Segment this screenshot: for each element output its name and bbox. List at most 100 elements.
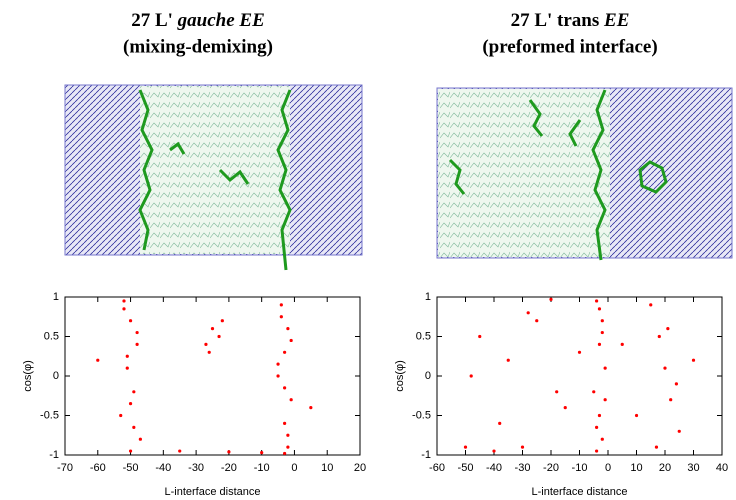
x-axis-label: L-interface distance	[532, 486, 628, 498]
point	[535, 319, 539, 323]
x-tick-label: 10	[321, 462, 333, 474]
point	[210, 327, 215, 331]
x-tick-label: -60	[429, 462, 445, 474]
y-tick-label: -1	[49, 449, 59, 461]
point	[520, 445, 525, 449]
title-italic: gauche EE	[177, 10, 265, 31]
point	[220, 319, 224, 323]
y-axis-label: cos(φ)	[22, 360, 34, 392]
x-tick-label: -10	[254, 462, 270, 474]
x-tick-label: -20	[543, 462, 559, 474]
point	[260, 451, 264, 455]
point	[597, 413, 602, 418]
y-tick-label: -0.5	[412, 409, 431, 421]
point	[128, 402, 133, 406]
y-tick-label: 0	[53, 370, 59, 382]
x-tick-label: -50	[123, 462, 139, 474]
x-tick-label: 20	[354, 462, 366, 474]
point	[119, 413, 123, 418]
point	[279, 303, 283, 307]
point	[122, 307, 126, 311]
point	[600, 319, 604, 323]
y-tick-label: 0.5	[416, 330, 431, 342]
title-text: 27 L'	[131, 10, 173, 31]
point	[289, 338, 293, 343]
point	[96, 358, 100, 362]
x-tick-label: -40	[155, 462, 171, 474]
point	[283, 421, 287, 425]
point	[600, 330, 604, 335]
point	[128, 449, 133, 453]
panel-subtitle: (mixing-demixing)	[123, 36, 273, 57]
point	[309, 406, 313, 410]
point	[128, 319, 133, 323]
x-tick-label: -40	[486, 462, 502, 474]
x-tick-label: -70	[57, 462, 73, 474]
y-tick-label: 1	[425, 291, 431, 303]
point	[132, 390, 136, 394]
y-tick-label: -1	[421, 449, 431, 461]
point	[138, 437, 142, 441]
point	[603, 398, 607, 402]
y-tick-label: 1	[53, 291, 59, 303]
point	[469, 374, 473, 378]
x-tick-label: -20	[221, 462, 237, 474]
x-tick-label: -50	[458, 462, 474, 474]
point	[125, 366, 129, 370]
point	[549, 297, 553, 301]
title-text: 27 L' trans	[511, 10, 600, 31]
point	[283, 451, 287, 456]
point	[526, 311, 530, 315]
point	[276, 362, 280, 366]
point	[563, 406, 567, 410]
point	[634, 413, 639, 418]
point	[600, 437, 604, 441]
point	[597, 342, 602, 346]
point	[122, 299, 126, 303]
point	[135, 342, 139, 346]
y-tick-label: -0.5	[40, 409, 59, 421]
x-tick-label: 30	[687, 462, 699, 474]
point	[592, 390, 596, 394]
point	[286, 433, 290, 437]
point	[674, 382, 679, 386]
point	[595, 449, 599, 453]
x-tick-label: -30	[515, 462, 531, 474]
panel-title: 27 L' trans EE	[511, 10, 630, 31]
point	[492, 449, 496, 453]
snapshot-right	[436, 87, 733, 261]
point	[663, 366, 667, 370]
point	[595, 425, 599, 429]
x-tick-label: 10	[630, 462, 642, 474]
x-tick-label: 40	[716, 462, 728, 474]
point	[207, 350, 211, 354]
point	[204, 342, 208, 346]
point	[279, 315, 283, 319]
point	[691, 358, 696, 362]
x-tick-label: 0	[605, 462, 611, 474]
y-tick-label: 0	[425, 370, 431, 382]
point	[666, 327, 670, 331]
point	[654, 445, 659, 449]
point	[135, 330, 139, 335]
plot-frame	[64, 296, 361, 456]
point	[286, 445, 290, 449]
point	[217, 334, 221, 339]
point	[506, 358, 510, 362]
panel-subtitle: (preformed interface)	[482, 36, 657, 57]
point	[620, 342, 624, 346]
point	[283, 386, 287, 390]
point	[577, 350, 582, 354]
x-axis-label: L-interface distance	[165, 486, 261, 498]
point	[669, 398, 673, 402]
point	[597, 307, 602, 311]
point	[478, 334, 482, 339]
point	[276, 374, 280, 378]
x-tick-label: 20	[659, 462, 671, 474]
x-tick-label: -10	[572, 462, 588, 474]
point	[132, 425, 136, 429]
snapshot-left	[64, 84, 363, 271]
point	[283, 350, 287, 354]
point	[498, 421, 502, 425]
